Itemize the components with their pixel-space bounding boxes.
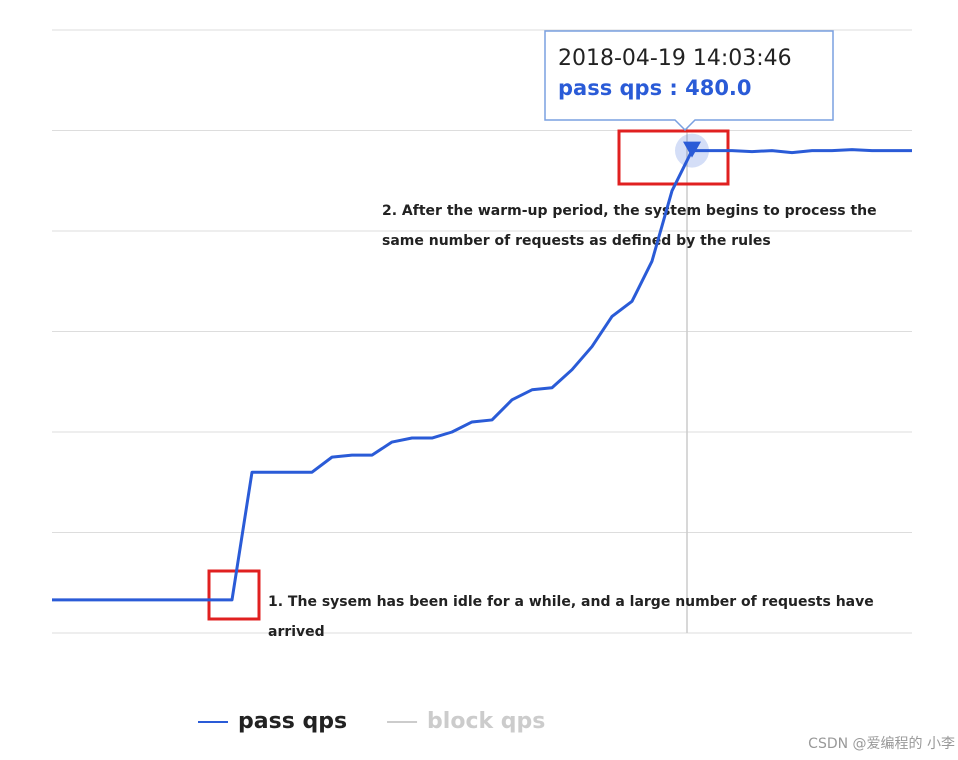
- annotation: 1. The sysem has been idle for a while, …: [268, 594, 874, 610]
- watermark: CSDN @爱编程的 小李: [808, 736, 955, 752]
- data-line: [52, 148, 912, 602]
- highlight-box: [617, 129, 730, 186]
- tooltip-value: pass qps : 480.0: [558, 76, 752, 100]
- annotation: arrived: [268, 624, 325, 640]
- hover-marker: [683, 141, 701, 158]
- annotation: 2. After the warm-up period, the system …: [382, 203, 877, 219]
- tooltip: 2018-04-19 14:03:46 pass qps : 480.0: [544, 30, 834, 132]
- tooltip-box: [544, 30, 834, 132]
- legend-label[interactable]: block qps: [427, 709, 545, 734]
- tooltip-time: 2018-04-19 14:03:46: [558, 46, 792, 71]
- annotation: same number of requests as defined by th…: [382, 233, 771, 249]
- highlight-box: [207, 569, 261, 621]
- legend-label[interactable]: pass qps: [238, 709, 347, 734]
